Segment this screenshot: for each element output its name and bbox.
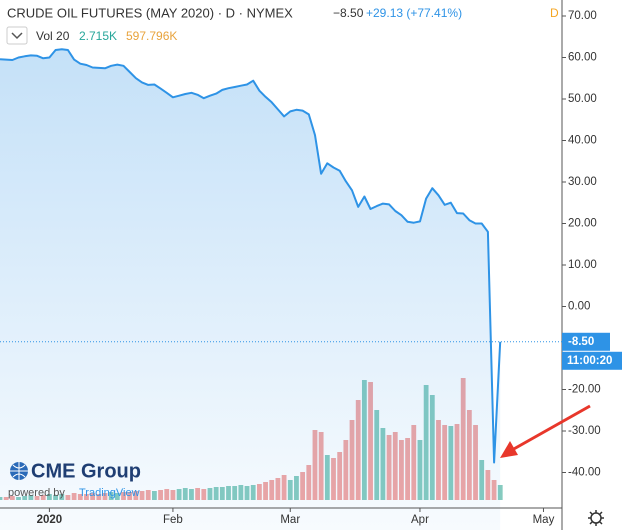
countdown-box xyxy=(562,351,622,370)
x-tick-label: Apr xyxy=(411,514,429,526)
powered-by: powered by xyxy=(8,487,65,499)
countdown-label: 11:00:20 xyxy=(567,355,612,367)
y-tick-label: 40.00 xyxy=(568,135,597,147)
area-fill xyxy=(0,49,501,530)
y-tick-label: -40.00 xyxy=(568,467,601,479)
arrow-head xyxy=(500,441,518,458)
symbol-title: CRUDE OIL FUTURES (MAY 2020) · D · NYMEX xyxy=(7,5,293,20)
last-price-text: −8.50 xyxy=(333,6,364,20)
y-tick-label: 20.00 xyxy=(568,218,597,230)
x-tick-label: Mar xyxy=(280,514,300,526)
volume-value: 2.715K xyxy=(79,29,117,43)
y-tick-label: 30.00 xyxy=(568,176,597,188)
collapse-button[interactable] xyxy=(6,26,28,45)
y-tick-label: -30.00 xyxy=(568,425,601,437)
interval-badge[interactable]: D xyxy=(550,6,559,20)
volume-name: Vol 20 xyxy=(36,29,70,43)
logo-text: CME Group xyxy=(31,460,141,482)
x-tick-label: Feb xyxy=(163,514,183,526)
last-price-label: -8.50 xyxy=(568,336,594,348)
cme-logo: CME Group xyxy=(10,460,141,482)
plot-layer xyxy=(0,48,502,530)
settings-icon[interactable] xyxy=(588,510,604,526)
y-tick-label: -20.00 xyxy=(568,384,601,396)
volume-ma: 597.796K xyxy=(126,29,177,43)
arrow-shaft xyxy=(511,404,591,452)
y-tick-label: 50.00 xyxy=(568,93,597,105)
powered-brand[interactable]: TradingView xyxy=(79,487,140,499)
y-tick-label: 10.00 xyxy=(568,259,597,271)
y-tick-label: 60.00 xyxy=(568,52,597,64)
x-tick-label: 2020 xyxy=(37,514,63,526)
x-tick-label: May xyxy=(533,514,555,526)
chevron-icon xyxy=(11,32,23,40)
axes-layer: 70.00 60.00 50.00 40.00 30.00 20.00 10.00 0.00 -… xyxy=(0,10,622,526)
y-tick-label: 70.00 xyxy=(568,10,597,22)
change-text: +29.13 (+77.41%) xyxy=(366,6,462,20)
volume-bar xyxy=(497,485,503,500)
y-tick-label: 0.00 xyxy=(568,301,590,313)
logo-lines xyxy=(10,462,28,480)
gear-teeth xyxy=(588,510,604,526)
price-line xyxy=(0,48,502,464)
last-price-box xyxy=(562,332,610,351)
